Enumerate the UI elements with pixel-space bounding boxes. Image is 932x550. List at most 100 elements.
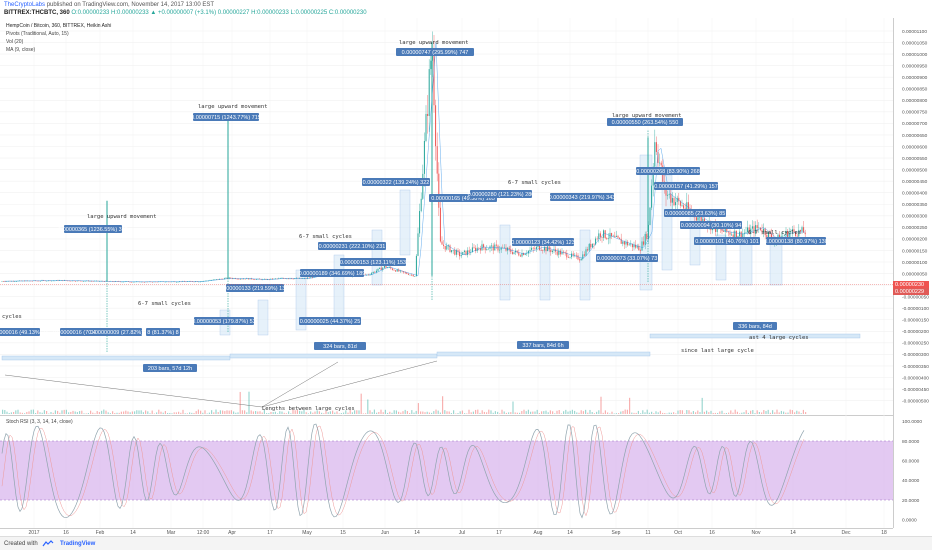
measure-label: 0.00000365 (1236.55%) 365 [58, 227, 128, 233]
measure-label-box [226, 284, 284, 292]
candle-body [599, 233, 601, 237]
legend-item-ma[interactable]: MA (9, close) [6, 47, 36, 53]
volume-bar [343, 412, 345, 414]
volume-bar [585, 409, 587, 414]
measure-label: 0.00000073 (33.07%) 73 [597, 256, 658, 262]
measure-label-box [733, 322, 777, 330]
volume-bar [675, 413, 677, 414]
x-tick-label: 14 [130, 530, 136, 536]
volume-bar [739, 413, 741, 414]
volume-bar [259, 411, 261, 414]
y-tick-label: -0.00000500 [902, 398, 929, 404]
volume-bar [378, 411, 380, 414]
volume-bar [59, 412, 61, 414]
volume-bar [314, 411, 316, 414]
candle-body [225, 277, 227, 279]
legend-item-pivots[interactable]: Pivots (Traditional, Auto, 15) [6, 31, 69, 37]
x-tick-label: 17 [496, 530, 502, 536]
volume-bar [380, 409, 382, 414]
measure-label-box [194, 317, 254, 325]
candle-body [700, 215, 702, 222]
legend-title[interactable]: HempCoin / Bitcoin, 360, BITTREX, Heikin… [6, 23, 112, 29]
candle-body [795, 232, 797, 236]
volume-bar [406, 411, 408, 414]
volume-bar [567, 411, 569, 414]
candle-body [755, 225, 757, 234]
candle-body [633, 244, 635, 248]
volume-bar [197, 409, 199, 414]
candle-body [411, 274, 413, 276]
candle-body [73, 280, 75, 282]
main-chart[interactable]: 0.00001100 0.00001050 0.00001000 0.00000950… [0, 0, 932, 536]
candle-body [196, 281, 198, 283]
volume-bar [281, 411, 283, 414]
candle-body [686, 202, 688, 210]
volume-bar [521, 411, 523, 414]
legend-item-volume[interactable]: Vol (20) [6, 39, 24, 45]
candle-body [524, 253, 526, 255]
volume-bar [371, 412, 373, 414]
author-link[interactable]: TheCryptoLabs [4, 2, 46, 8]
y-tick-label: 0.00000600 [902, 144, 928, 150]
x-tick-label: Mar [167, 530, 176, 536]
volume-bar [72, 410, 74, 414]
candle-body [649, 207, 651, 225]
volume-bar [635, 412, 637, 414]
volume-bar [767, 409, 769, 414]
measure-label-box [96, 328, 142, 336]
x-tick-label: Sep [612, 530, 621, 536]
candle-body [563, 251, 565, 253]
candle-body [724, 226, 726, 232]
candle-body [255, 279, 257, 280]
candle-body [673, 198, 675, 206]
candle-body [193, 281, 195, 283]
ticker-symbol: BITTREX:THCBTC, 360 [4, 10, 70, 16]
volume-bar [79, 411, 81, 414]
candle-body [695, 217, 697, 221]
candle-body [745, 232, 747, 233]
price-pane[interactable] [0, 18, 893, 415]
candle-body [598, 233, 600, 239]
candle-body [228, 277, 230, 279]
volume-bar [666, 413, 668, 414]
volume-bar [164, 410, 166, 414]
volume-bar [233, 411, 235, 414]
measure-label: 0.00000189 (346.69%) 189 [299, 271, 366, 277]
volume-bar [596, 411, 598, 414]
volume-bar [39, 412, 41, 414]
volume-bar [404, 409, 406, 414]
measure-label-box [340, 258, 406, 266]
volume-bar [409, 413, 411, 414]
stoch-tick-label: 80.0000 [902, 439, 920, 445]
stoch-legend[interactable]: Stoch RSI (3, 3, 14, 14, close) [6, 419, 73, 425]
volume-bar [178, 411, 180, 414]
candle-body [89, 281, 91, 282]
candle-body [454, 249, 456, 255]
volume-bar [532, 411, 534, 414]
volume-bar [362, 413, 364, 414]
volume-bar [591, 412, 593, 414]
volume-bar [173, 412, 175, 414]
y-tick-label: 0.00000500 [902, 167, 928, 173]
volume-bar [268, 413, 270, 414]
candle-body [740, 231, 742, 239]
volume-bar [376, 412, 378, 414]
candle-body [281, 278, 283, 279]
volume-bar [248, 391, 250, 414]
volume-bar [450, 413, 452, 414]
candle-body [382, 267, 384, 270]
volume-bar [35, 412, 37, 414]
volume-bar [609, 413, 611, 414]
candle-body [723, 231, 725, 232]
candle-body [579, 259, 581, 261]
volume-bar [547, 412, 549, 414]
candle-body [590, 243, 592, 248]
candle-body [83, 281, 85, 282]
candle-body [655, 142, 657, 152]
volume-bar [156, 412, 158, 414]
volume-bar [195, 411, 197, 414]
footer-brand[interactable]: TradingView [60, 541, 96, 548]
candle-body [667, 194, 669, 196]
candle-body [785, 231, 787, 236]
price-tag-box [893, 281, 929, 288]
